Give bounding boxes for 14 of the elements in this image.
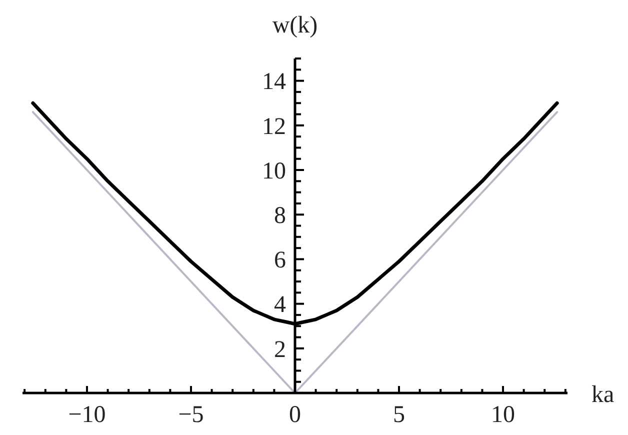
y-axis-title: w(k) [272, 12, 318, 38]
y-tick-label: 2 [274, 336, 286, 363]
x-tick-label: −5 [178, 402, 204, 428]
y-tick-label: 10 [262, 158, 286, 184]
x-tick-label: 0 [289, 402, 301, 428]
x-tick-label: 10 [491, 402, 516, 428]
x-tick-label: 5 [393, 402, 406, 428]
x-tick-label: −10 [68, 402, 106, 428]
y-tick-label: 4 [274, 292, 286, 318]
y-tick-label: 6 [274, 248, 286, 274]
x-axis-title: ka [592, 382, 614, 408]
y-tick-label: 12 [262, 114, 286, 140]
y-tick-label: 8 [274, 203, 286, 229]
y-tick-label: 14 [262, 69, 286, 96]
